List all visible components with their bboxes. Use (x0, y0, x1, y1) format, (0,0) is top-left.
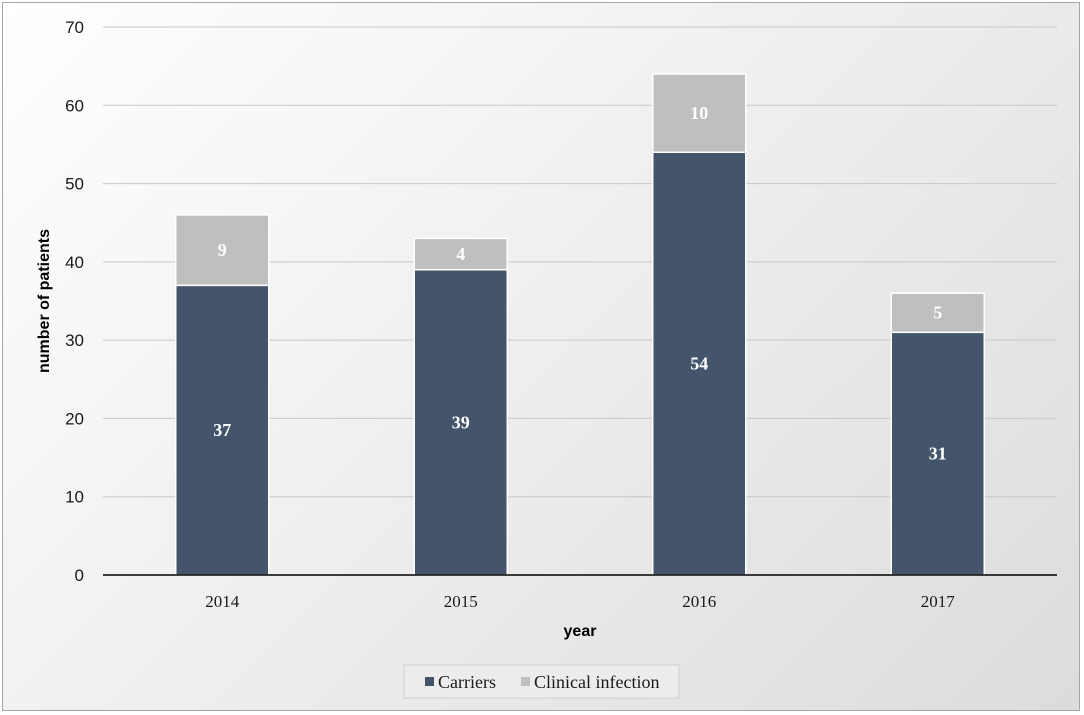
data-label: 9 (218, 240, 227, 260)
bar-carriers-2014 (174, 284, 270, 576)
legend-items: Carriers Clinical infection (425, 672, 659, 692)
x-axis-ticks: 2014 2015 2016 2017 (205, 592, 955, 611)
data-label: 10 (690, 103, 708, 123)
bar-clinical-infection-2016 (651, 73, 747, 154)
y-tick-label: 40 (65, 253, 84, 272)
data-label: 5 (933, 303, 942, 323)
legend-label: Clinical infection (534, 672, 659, 692)
legend-swatch (521, 677, 530, 686)
data-label: 37 (213, 420, 231, 440)
x-tick-label: 2015 (444, 592, 478, 611)
bar-carriers-2015 (413, 268, 509, 576)
bar-carriers-2016 (651, 151, 747, 576)
y-tick-label: 50 (65, 175, 84, 194)
data-label: 54 (690, 354, 708, 374)
y-tick-label: 10 (65, 488, 84, 507)
y-tick-label: 20 (65, 409, 84, 428)
legend: Carriers Clinical infection (403, 664, 680, 699)
legend-box (403, 664, 680, 699)
y-axis-title: number of patients (36, 229, 53, 373)
bar-clinical-infection-2014 (174, 214, 270, 287)
data-label: 31 (929, 444, 947, 464)
x-tick-label: 2016 (682, 592, 716, 611)
y-tick-label: 30 (65, 331, 84, 350)
x-axis-title: year (564, 623, 597, 640)
bar-clinical-infection-2015 (413, 237, 509, 271)
bars: 37 9 39 4 54 10 31 5 (174, 73, 986, 576)
legend-swatch (425, 677, 434, 686)
y-tick-label: 60 (65, 96, 84, 115)
data-label: 4 (456, 244, 465, 264)
legend-label: Carriers (438, 672, 496, 692)
x-tick-label: 2017 (921, 592, 956, 611)
bar-clinical-infection-2017 (890, 292, 986, 334)
y-tick-label: 70 (65, 18, 84, 37)
x-tick-label: 2014 (205, 592, 240, 611)
y-axis-ticks: 0 10 20 30 40 50 60 70 (65, 18, 84, 585)
bar-carriers-2017 (890, 331, 986, 576)
y-tick-label: 0 (75, 566, 84, 585)
data-label: 39 (452, 412, 470, 432)
